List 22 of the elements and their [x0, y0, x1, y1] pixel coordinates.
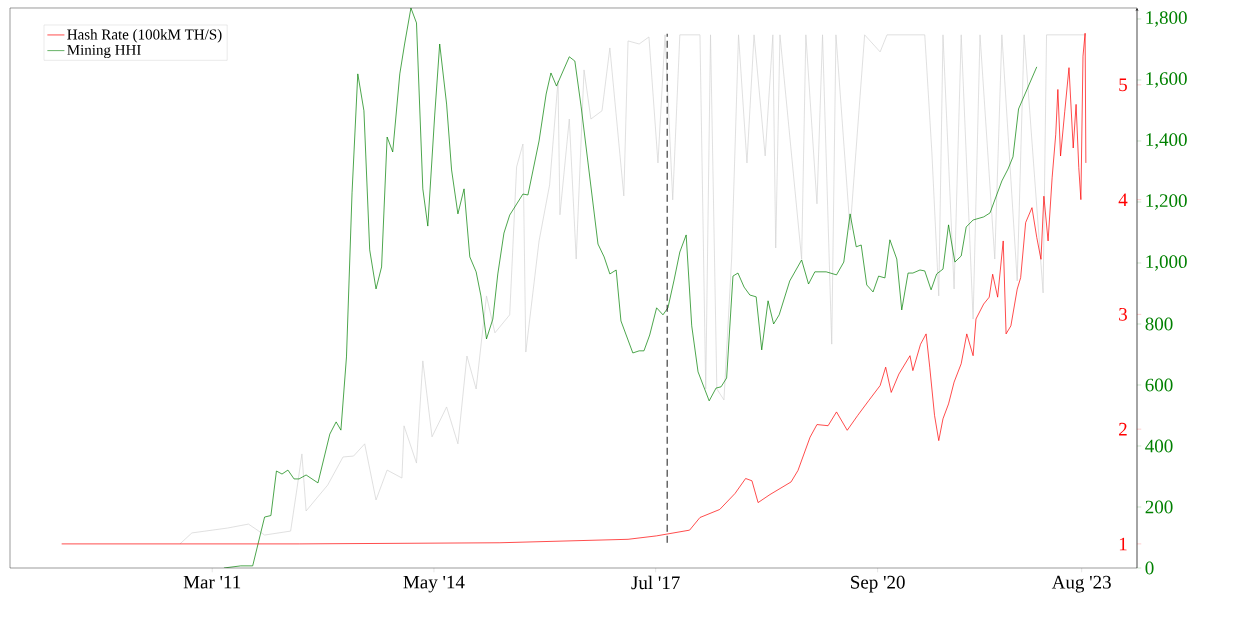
x-tick-label: Aug '23 — [1051, 575, 1111, 593]
y2-tick-label: 0 — [1145, 561, 1154, 575]
legend-label: Hash Rate (100kM TH/S) — [67, 29, 222, 43]
y2-tick-label: 1,600 — [1146, 72, 1187, 88]
x-tick-label: Sep '20 — [851, 575, 905, 593]
legend-label: Mining HHI — [67, 44, 141, 59]
y2-tick-label: 600 — [1145, 378, 1173, 392]
x-tick-label: Mar '11 — [183, 575, 241, 589]
y2-tick-label: 1,800 — [1146, 11, 1187, 27]
y-tick-label: 4 — [1118, 193, 1128, 206]
y-tick-label: 1 — [1119, 537, 1127, 551]
y2-tick-label: 1,400 — [1146, 133, 1187, 149]
y2-tick-label: 1,200 — [1146, 194, 1187, 210]
x-tick-label: May '14 — [403, 575, 465, 593]
y2-tick-label: 800 — [1145, 317, 1173, 331]
y2-tick-label: 1,000 — [1146, 255, 1187, 271]
y2-tick-label: 200 — [1145, 500, 1173, 514]
y-tick-label: 3 — [1119, 308, 1127, 321]
y-tick-label: 2 — [1119, 422, 1127, 436]
x-tick-label: Jul '17 — [631, 575, 680, 590]
y2-tick-label: 400 — [1145, 439, 1173, 453]
y-tick-label: 5 — [1119, 78, 1127, 92]
